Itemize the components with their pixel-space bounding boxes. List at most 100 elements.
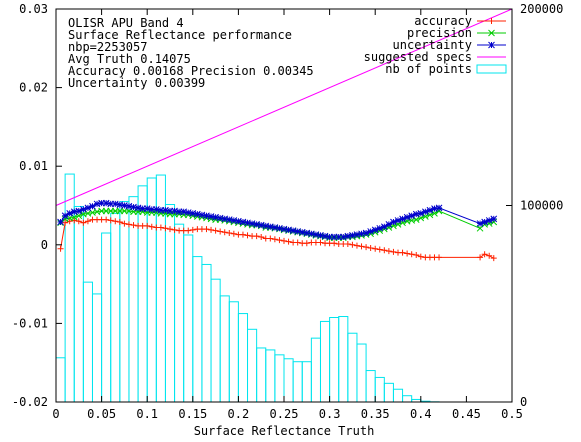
- uncertainty-point: [203, 212, 210, 220]
- uncertainty-point: [66, 210, 74, 217]
- accuracy-point: [372, 245, 379, 252]
- histogram-bar: [210, 278, 221, 403]
- uncertainty-point: [289, 227, 297, 235]
- accuracy-point: [208, 226, 215, 233]
- uncertainty-point: [412, 210, 420, 218]
- uncertainty-point: [134, 204, 142, 212]
- uncertainty-point: [422, 208, 429, 216]
- uncertainty-point: [317, 232, 324, 239]
- uncertainty-point: [130, 203, 137, 211]
- uncertainty-point: [248, 220, 256, 227]
- histogram-bar: [64, 173, 75, 403]
- uncertainty-point: [276, 224, 283, 232]
- accuracy-point: [486, 252, 493, 259]
- x-tick-label: 0.1: [136, 407, 158, 421]
- histogram-bar: [137, 185, 148, 403]
- uncertainty-point: [189, 210, 197, 217]
- histogram-bar: [310, 337, 321, 403]
- accuracy-point: [112, 218, 119, 225]
- legend: accuracy precision uncertainty suggested…: [364, 14, 507, 76]
- accuracy-point: [276, 237, 283, 244]
- histogram-bar: [237, 313, 249, 403]
- uncertainty-point: [380, 223, 388, 231]
- uncertainty-point: [481, 218, 488, 226]
- uncertainty-point: [212, 213, 219, 221]
- info-accuracy-precision: Accuracy 0.00168 Precision 0.00345: [68, 64, 314, 78]
- uncertainty-point: [207, 213, 215, 220]
- suggested-specs-line: [55, 8, 513, 206]
- uncertainty-point: [80, 206, 87, 213]
- y-tick-label: -0.01: [12, 316, 48, 330]
- uncertainty-point: [344, 232, 352, 240]
- precision-point: [426, 211, 434, 219]
- histogram-bar: [219, 295, 230, 403]
- legend-label-nb-of-points: nb of points: [385, 62, 472, 76]
- histogram-bar: [329, 317, 340, 403]
- uncertainty-point: [125, 202, 133, 210]
- x-tick-label: 0.25: [270, 407, 299, 421]
- legend-samples: [476, 18, 507, 74]
- accuracy-point: [390, 248, 397, 255]
- histogram-bar: [73, 205, 84, 403]
- accuracy-point: [148, 223, 155, 230]
- accuracy-point: [381, 247, 388, 254]
- x-tick-label: 0.45: [452, 407, 481, 421]
- accuracy-point: [303, 240, 310, 247]
- uncertainty-point: [221, 215, 229, 223]
- accuracy-point: [57, 245, 64, 252]
- y2-tick-label: 200000: [520, 2, 563, 16]
- uncertainty-point: [298, 228, 306, 236]
- y-tick-label: 0.03: [19, 2, 48, 16]
- y-tick-label: 0.01: [19, 159, 48, 173]
- uncertainty-point: [93, 200, 101, 208]
- histogram-bar: [383, 382, 394, 403]
- uncertainty-point: [116, 201, 124, 209]
- accuracy-point: [490, 255, 497, 262]
- histogram-bar: [338, 316, 349, 403]
- accuracy-point: [80, 219, 87, 226]
- uncertainty-point: [335, 233, 343, 241]
- x-tick-label: 0.35: [361, 407, 390, 421]
- y2-tick-label: 100000: [520, 199, 563, 213]
- accuracy-point: [203, 226, 210, 233]
- accuracy-point: [244, 232, 251, 239]
- accuracy-point: [285, 238, 292, 245]
- histogram-bar: [365, 370, 376, 403]
- x-tick-label: 0.5: [501, 407, 523, 421]
- uncertainty-point: [394, 217, 402, 224]
- accuracy-point: [376, 246, 383, 253]
- accuracy-point: [75, 218, 82, 225]
- y2-tick-label: 0: [520, 395, 527, 409]
- histogram-bar: [283, 358, 294, 403]
- uncertainty-point: [107, 200, 115, 208]
- uncertainty-point: [339, 233, 347, 241]
- info-uncertainty: Uncertainty 0.00399: [68, 76, 205, 90]
- info-nbp: nbp=2253057: [68, 40, 147, 54]
- accuracy-point: [436, 254, 443, 261]
- accuracy-point: [116, 219, 123, 226]
- accuracy-point: [317, 239, 324, 246]
- uncertainty-point: [271, 224, 279, 231]
- suggested-specs-layer: [55, 8, 513, 206]
- uncertainty-point: [390, 218, 397, 226]
- legend-label-suggested-specs: suggested specs: [364, 50, 472, 64]
- uncertainty-point: [435, 204, 443, 212]
- uncertainty-point: [308, 230, 315, 238]
- uncertainty-point: [362, 229, 370, 237]
- accuracy-point: [271, 236, 278, 243]
- histogram-bar: [347, 332, 358, 403]
- uncertainty-point: [70, 208, 78, 216]
- uncertainty-point: [253, 221, 260, 228]
- accuracy-point: [167, 226, 173, 233]
- uncertainty-point: [166, 207, 174, 215]
- accuracy-point: [217, 228, 224, 235]
- uncertainty-point: [326, 233, 333, 241]
- accuracy-point: [331, 240, 338, 247]
- histogram-bar: [265, 349, 276, 403]
- uncertainty-point: [490, 215, 498, 223]
- series-layer: [57, 199, 498, 262]
- tick-layer: 0 0.05 0.1 0.15 0.2 0.25 0.3 0.35 0.4 0.45 0.5 -0.0…: [12, 2, 563, 421]
- histogram-bar: [119, 201, 130, 403]
- uncertainty-point: [285, 226, 292, 234]
- uncertainty-point: [152, 206, 160, 213]
